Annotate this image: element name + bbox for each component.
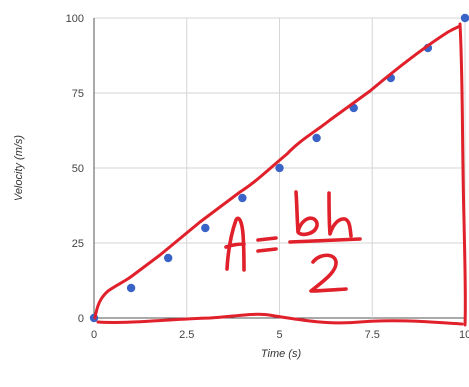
data-point — [275, 163, 284, 173]
data-point — [460, 13, 469, 23]
data-point — [201, 223, 210, 233]
ink-letter-h — [327, 191, 353, 238]
y-tick-label: 50 — [72, 163, 84, 175]
x-tick-label: 5 — [276, 329, 282, 341]
y-axis-title: Velocity (m/s) — [13, 135, 25, 202]
ink-base — [96, 312, 464, 326]
handwritten-annotations — [93, 22, 467, 327]
ink-hypotenuse — [93, 24, 462, 320]
x-axis-title: Time (s) — [261, 348, 302, 360]
ink-letter-b — [294, 190, 319, 237]
x-tick-label: 0 — [91, 329, 97, 341]
ink-digit-two — [309, 253, 348, 293]
data-point — [238, 193, 247, 203]
x-tick-label: 7.5 — [365, 329, 380, 341]
y-axis-ticks: 0 25 50 75 100 — [66, 13, 84, 325]
x-tick-label: 2.5 — [179, 329, 194, 341]
y-tick-label: 100 — [66, 13, 84, 25]
data-point — [312, 133, 321, 143]
ink-vertical-side — [458, 22, 467, 327]
x-axis-ticks: 0 2.5 5 7.5 10 — [91, 329, 469, 341]
ink-letter-a — [224, 216, 246, 272]
ink-fraction-bar — [288, 237, 362, 244]
data-point — [164, 253, 173, 263]
data-point — [126, 283, 136, 293]
ink-equals-sign — [256, 236, 278, 253]
y-tick-label: 75 — [72, 88, 84, 100]
y-tick-label: 25 — [72, 238, 84, 250]
x-tick-label: 10 — [459, 329, 469, 341]
y-tick-label: 0 — [78, 313, 84, 325]
